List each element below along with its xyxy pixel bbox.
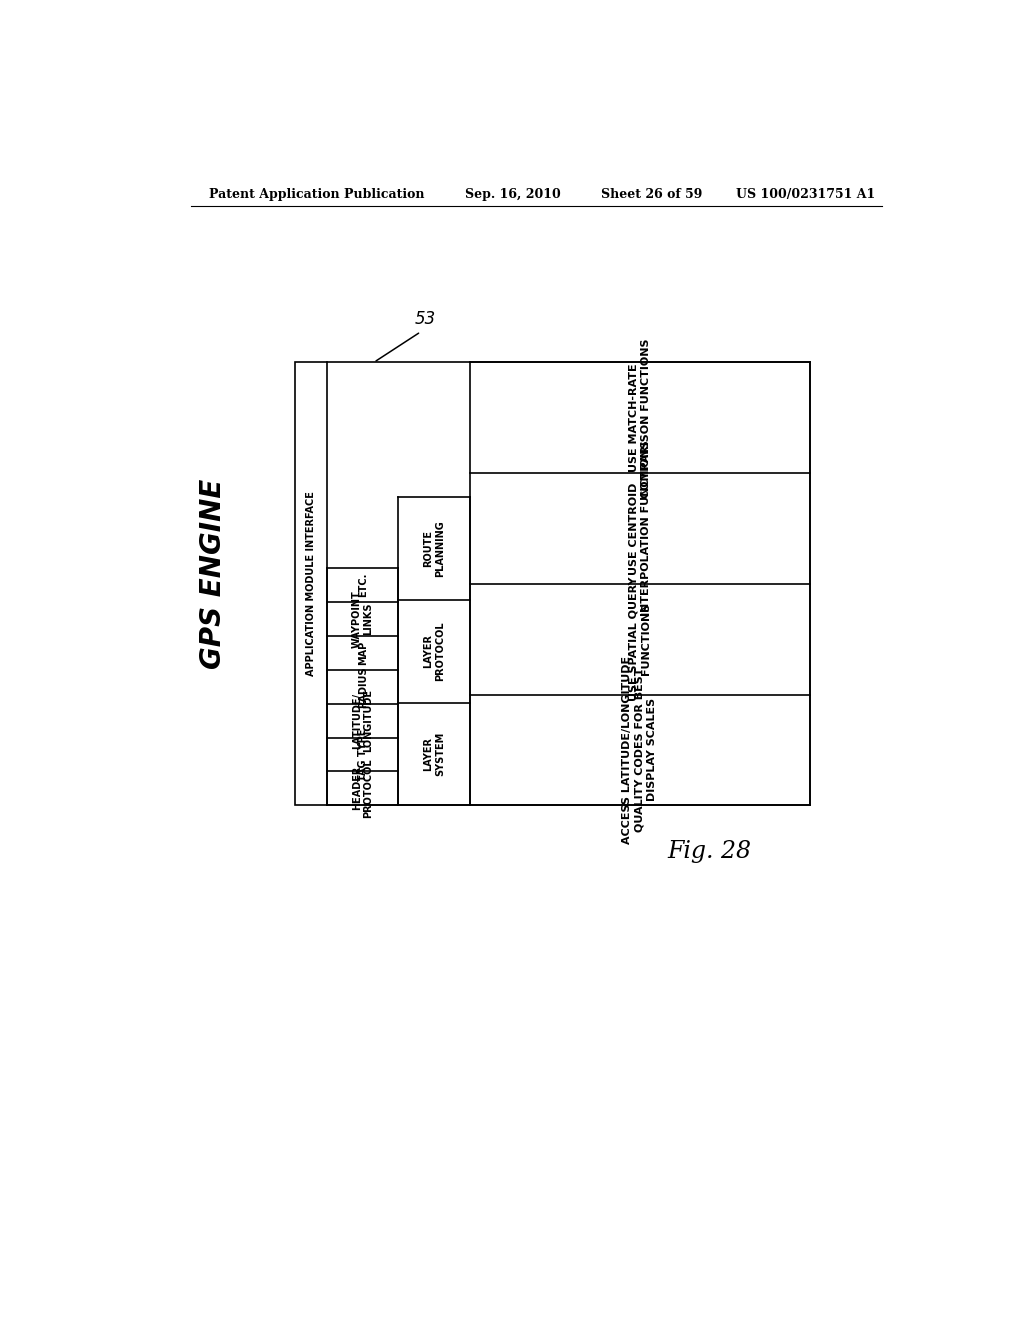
Text: ROUTE
PLANNING: ROUTE PLANNING	[423, 520, 444, 577]
Text: RADIUS: RADIUS	[357, 667, 368, 708]
Text: TAG TYPE: TAG TYPE	[357, 729, 368, 780]
Text: Patent Application Publication: Patent Application Publication	[209, 187, 425, 201]
Text: Sheet 26 of 59: Sheet 26 of 59	[601, 187, 702, 201]
Text: GPS ENGINE: GPS ENGINE	[200, 479, 227, 669]
Text: 53: 53	[415, 310, 436, 327]
Text: MAP: MAP	[357, 640, 368, 665]
Text: HEADER
PROTOCOL: HEADER PROTOCOL	[352, 759, 374, 818]
Text: Fig. 28: Fig. 28	[668, 840, 752, 863]
Text: APPLICATION MODULE INTERFACE: APPLICATION MODULE INTERFACE	[306, 491, 315, 676]
Bar	[295, 363, 810, 805]
Text: ACCESS LATITUDE/LONGITUDE
QUALITY CODES FOR BEST
DISPLAY SCALES: ACCESS LATITUDE/LONGITUDE QUALITY CODES …	[623, 656, 657, 843]
Text: USE CENTROID
INTERPOLATION FUNCTIONS: USE CENTROID INTERPOLATION FUNCTIONS	[629, 441, 651, 616]
Text: Sep. 16, 2010: Sep. 16, 2010	[465, 187, 561, 201]
Text: US 100/0231751 A1: US 100/0231751 A1	[736, 187, 876, 201]
Text: WAYPOINT
LINKS: WAYPOINT LINKS	[352, 590, 374, 648]
Text: LAYER
PROTOCOL: LAYER PROTOCOL	[423, 622, 444, 681]
Text: ETC.: ETC.	[357, 573, 368, 598]
Text: LAYER
SYSTEM: LAYER SYSTEM	[423, 731, 444, 776]
Text: LATITUDE/
LONGITUDE: LATITUDE/ LONGITUDE	[352, 689, 374, 752]
Text: USE SPATIAL QUERY
FUNCTIONS: USE SPATIAL QUERY FUNCTIONS	[629, 577, 651, 701]
Text: USE MATCH-RATE
COMPARISON FUNCTIONS: USE MATCH-RATE COMPARISON FUNCTIONS	[629, 338, 651, 498]
